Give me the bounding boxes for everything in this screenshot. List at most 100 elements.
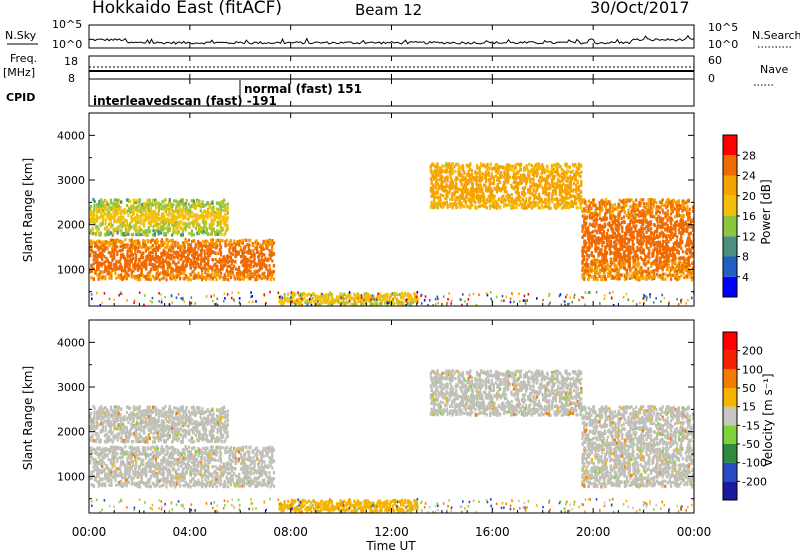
power-echo-cell (609, 248, 612, 252)
power-echo-cell (560, 206, 563, 210)
power-echo-cell (432, 173, 435, 177)
power-echo-cell (108, 244, 111, 248)
power-echo-cell (517, 194, 520, 198)
power-echo-cell (193, 272, 196, 277)
power-echo-cell (185, 240, 188, 244)
power-echo-cell (614, 239, 617, 244)
power-echo-cell (185, 256, 188, 260)
power-echo-cell (583, 258, 586, 262)
power-echo-cell (135, 205, 139, 209)
power-echo-cell (546, 181, 549, 185)
power-echo-cell (147, 206, 150, 210)
power-echo-cell (602, 216, 606, 220)
power-echo-cell (211, 201, 214, 205)
power-echo-cell (196, 250, 199, 255)
power-echo-cell (594, 204, 597, 208)
power-echo-cell (216, 207, 220, 212)
power-echo-cell (151, 274, 154, 278)
power-echo-cell (592, 268, 595, 273)
power-echo-cell (436, 202, 439, 206)
power-echo-cell (219, 243, 222, 247)
power-echo-cell (181, 222, 184, 226)
power-echo-cell (245, 275, 248, 279)
power-echo-cell (604, 250, 607, 254)
power-echo-cell (114, 248, 117, 252)
power-echo-cell (224, 276, 227, 280)
power-echo-cell (573, 194, 576, 198)
power-echo-cell (147, 271, 150, 275)
power-echo-cell (249, 256, 252, 260)
power-echo-cell (223, 216, 226, 220)
power-echo-cell (449, 187, 452, 191)
power-echo-cell (216, 266, 219, 270)
power-echo-cell (254, 269, 257, 273)
power-echo-cell (174, 244, 177, 248)
power-echo-cell (476, 183, 479, 187)
power-echo-cell (548, 183, 551, 187)
power-echo-cell (155, 267, 159, 271)
power-echo-cell (621, 220, 624, 225)
power-echo-cell (565, 179, 568, 183)
power-echo-cell (226, 216, 229, 220)
power-echo-cell (246, 271, 249, 275)
power-echo-cell (130, 272, 133, 276)
power-echo-cell (135, 223, 138, 227)
power-echo-cell (347, 301, 350, 305)
power-echo-cell (350, 302, 353, 306)
power-echo-cell (132, 265, 135, 269)
power-echo-cell (175, 266, 178, 270)
power-echo-cell (488, 204, 492, 208)
power-echo-cell (144, 204, 147, 208)
power-echo-cell (514, 185, 517, 189)
power-echo-cell (585, 261, 588, 265)
power-echo-cell (500, 165, 503, 169)
power-echo-cell (128, 199, 132, 204)
power-echo-cell (197, 264, 200, 269)
power-echo-cell (579, 197, 582, 201)
power-echo-cell (581, 226, 584, 231)
power-echo-cell (135, 239, 138, 243)
power-echo-cell (168, 226, 171, 231)
power-echo-cell (270, 270, 274, 274)
power-echo-cell (528, 173, 531, 177)
power-echo-cell (292, 295, 295, 299)
power-echo-cell (459, 203, 462, 208)
power-echo-cell (444, 176, 447, 180)
power-echo-cell (160, 221, 163, 225)
power-echo-cell (307, 292, 311, 296)
power-echo-cell (260, 247, 263, 251)
power-echo-cell (625, 248, 628, 252)
power-echo-cell (475, 175, 479, 179)
power-echo-cell (169, 271, 173, 275)
power-echo-cell (621, 241, 624, 245)
power-echo-cell (625, 229, 628, 233)
power-echo-cell (596, 271, 599, 275)
power-echo-cell (611, 227, 614, 231)
power-echo-cell (109, 198, 113, 202)
power-echo-cell (629, 216, 632, 220)
power-echo-cell (629, 245, 632, 249)
power-echo-cell (432, 163, 436, 167)
power-echo-cell (188, 223, 191, 227)
power-echo-cell (197, 216, 201, 220)
power-echo-cell (610, 268, 613, 272)
power-echo-cell (115, 212, 119, 216)
power-echo-cell (432, 190, 435, 194)
power-echo-cell (627, 261, 630, 266)
power-echo-cell (164, 209, 168, 214)
power-echo-cell (469, 162, 472, 166)
power-echo-cell (629, 205, 632, 209)
cpid-segment-1: interleavedscan (fast) -191 (93, 94, 277, 108)
power-echo-cell (189, 209, 192, 214)
power-echo-cell (268, 271, 271, 275)
power-echo-cell (208, 205, 211, 210)
power-echo-cell (219, 239, 222, 243)
power-echo-cell (96, 239, 99, 244)
power-echo-cell (468, 192, 471, 197)
power-echo-cell (162, 268, 165, 272)
power-echo-cell (249, 276, 252, 281)
power-echo-cell (169, 262, 172, 266)
power-echo-cell (510, 192, 513, 197)
power-echo-cell (320, 301, 323, 305)
power-echo-cell (114, 209, 117, 213)
